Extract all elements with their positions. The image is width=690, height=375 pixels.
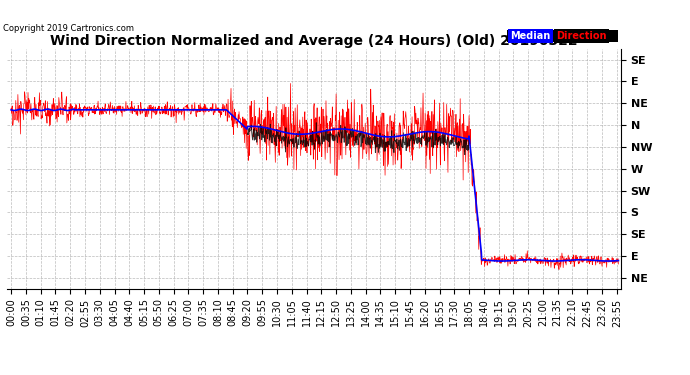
FancyBboxPatch shape: [507, 30, 618, 42]
Title: Wind Direction Normalized and Average (24 Hours) (Old) 20190322: Wind Direction Normalized and Average (2…: [50, 34, 578, 48]
Text: Direction: Direction: [557, 30, 607, 40]
Text: Median: Median: [511, 30, 551, 40]
Text: Copyright 2019 Cartronics.com: Copyright 2019 Cartronics.com: [3, 24, 135, 33]
